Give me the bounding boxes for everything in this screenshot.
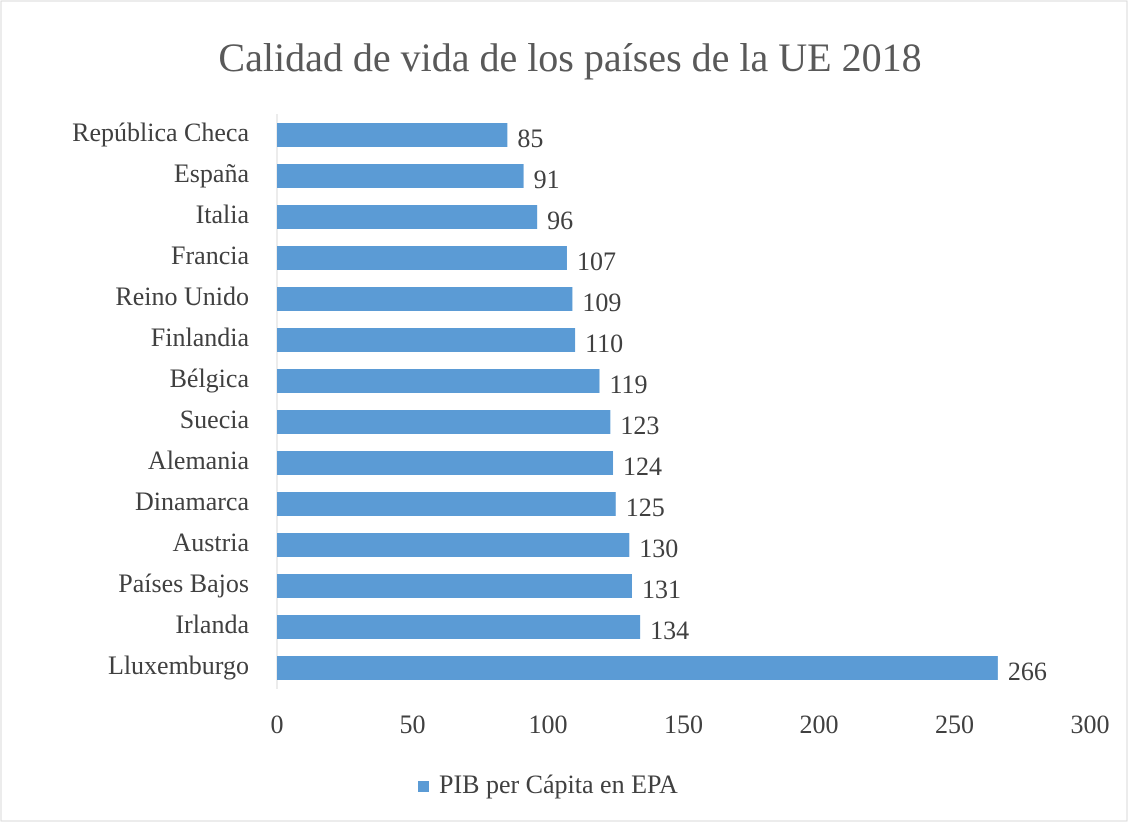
y-tick-label: Países Bajos: [118, 569, 249, 598]
bar: [277, 205, 538, 229]
bar: [277, 410, 611, 434]
y-tick-label: Reino Unido: [115, 282, 249, 311]
y-tick-label: Alemania: [148, 446, 250, 475]
bar: [277, 615, 641, 639]
data-label: 107: [577, 247, 616, 276]
data-label: 125: [626, 493, 665, 522]
x-tick-label: 50: [400, 710, 426, 739]
data-label: 266: [1008, 657, 1047, 686]
legend-label: PIB per Cápita en EPA: [439, 770, 678, 799]
bar: [277, 123, 508, 147]
x-tick-label: 150: [664, 710, 703, 739]
y-tick-label: Francia: [171, 241, 249, 270]
data-label: 85: [517, 124, 543, 153]
data-label: 130: [639, 534, 678, 563]
bar: [277, 328, 576, 352]
data-label: 131: [642, 575, 681, 604]
bar: [277, 574, 633, 598]
bar: [277, 492, 616, 516]
data-label: 134: [650, 616, 689, 645]
y-tick-label: Dinamarca: [135, 487, 250, 516]
bar: [277, 246, 567, 270]
data-label: 119: [609, 370, 647, 399]
data-label: 91: [534, 165, 560, 194]
y-tick-label: Finlandia: [151, 323, 250, 352]
data-label: 124: [623, 452, 662, 481]
bar: [277, 164, 524, 188]
y-tick-label: República Checa: [72, 118, 249, 147]
bar: [277, 369, 600, 393]
y-tick-label: Lluxemburgo: [108, 651, 249, 680]
data-label: 109: [582, 288, 621, 317]
y-tick-label: Austria: [172, 528, 249, 557]
bar: [277, 451, 614, 475]
y-tick-label: Italia: [196, 200, 250, 229]
bar: [277, 287, 573, 311]
bar: [277, 656, 998, 680]
x-tick-label: 300: [1071, 710, 1110, 739]
data-label: 123: [620, 411, 659, 440]
x-tick-label: 100: [529, 710, 568, 739]
bar: [277, 533, 630, 557]
y-tick-label: España: [174, 159, 250, 188]
y-tick-label: Irlanda: [175, 610, 249, 639]
legend-swatch: [418, 781, 429, 792]
y-tick-label: Bélgica: [170, 364, 250, 393]
chart-title: Calidad de vida de los países de la UE 2…: [218, 35, 921, 80]
y-tick-label: Suecia: [180, 405, 250, 434]
x-tick-label: 0: [271, 710, 284, 739]
x-tick-label: 250: [935, 710, 974, 739]
data-label: 96: [547, 206, 573, 235]
x-tick-label: 200: [800, 710, 839, 739]
data-label: 110: [585, 329, 623, 358]
